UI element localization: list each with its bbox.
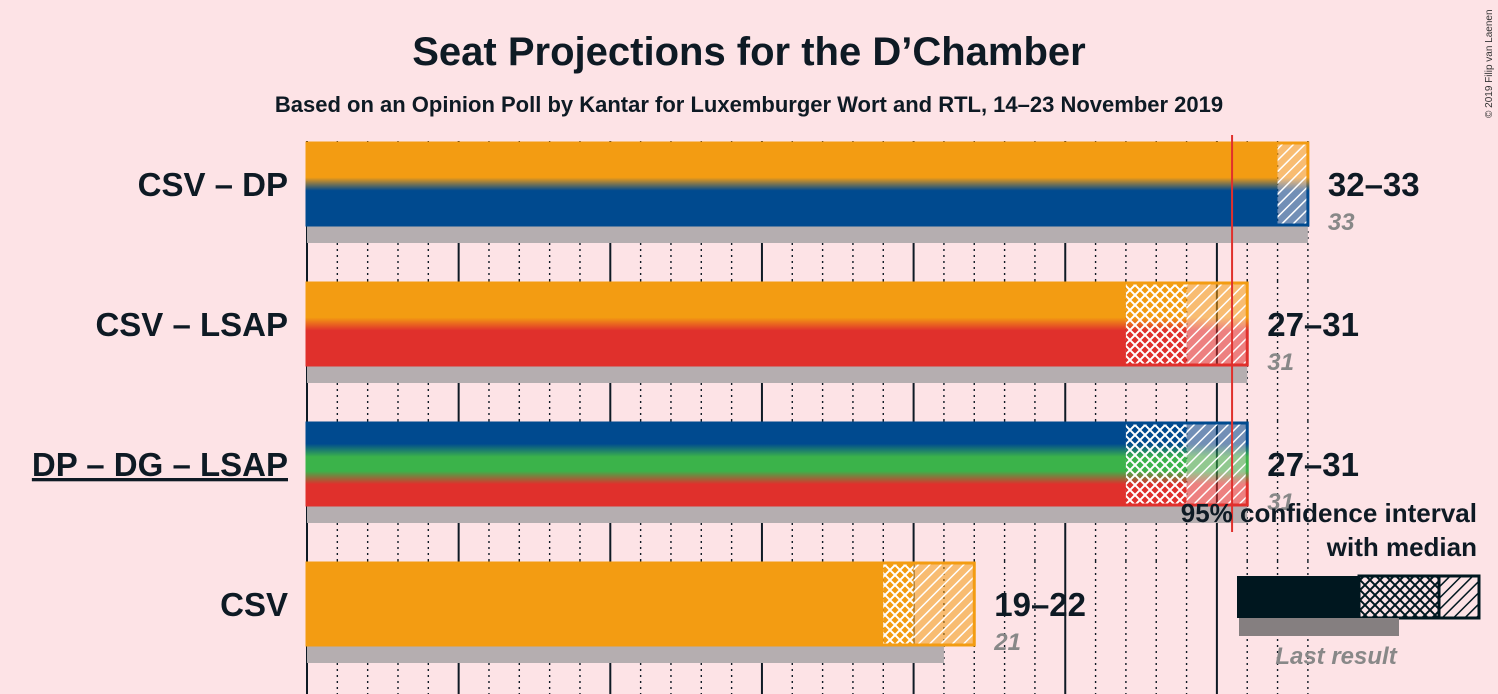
row-label: CSV [220,586,288,623]
ci-lower-hatch [883,563,914,645]
ci-outline [305,421,1249,507]
ci-lower-hatch [1125,283,1187,365]
ci-outline [305,141,1310,227]
row-2: DP – DG – LSAP 27–31 31 [32,421,1359,561]
ci-upper-hatch [1277,143,1308,225]
last-result-label: 21 [993,629,1021,656]
row-label: DP – DG – LSAP [32,446,288,483]
legend-ci-text-line2: with median [1326,532,1477,562]
ci-outline [305,281,1249,367]
row-0: CSV – DP 32–33 33 [138,141,1420,281]
ci-upper-hatch [1186,423,1248,505]
last-result-label: 31 [1267,489,1294,516]
last-result-label: 31 [1267,349,1294,376]
chart-legend: 95% confidence interval with median Last… [1181,498,1481,670]
last-result-bar [307,365,1248,383]
ci-lower-hatch [1125,423,1187,505]
ci-solid-bar [307,143,1278,225]
chart-subtitle: Based on an Opinion Poll by Kantar for L… [275,92,1223,117]
row-3: CSV 19–22 21 [220,561,1309,694]
row-1: CSV – LSAP 27–31 31 [95,281,1359,421]
last-result-bar [307,505,1248,523]
legend-last-result-text: Last result [1275,643,1397,670]
ci-upper-hatch [913,563,975,645]
ci-solid-bar [307,423,1126,505]
legend-solid-swatch [1237,576,1359,618]
legend-last-result-swatch [1239,618,1399,636]
range-label: 19–22 [994,586,1086,623]
row-label: CSV – DP [138,166,288,203]
last-result-bar [307,645,944,663]
ci-outline [305,561,976,647]
legend-ci-text-line1: 95% confidence interval [1181,498,1477,528]
chart-title: Seat Projections for the D’Chamber [412,30,1085,74]
legend-hatch-swatch [1437,574,1481,620]
range-label: 27–31 [1267,306,1359,343]
range-label: 27–31 [1267,446,1359,483]
last-result-bar [307,225,1308,243]
ci-solid-bar [307,563,884,645]
range-label: 32–33 [1328,166,1420,203]
last-result-label: 33 [1328,209,1355,236]
ci-upper-hatch [1186,283,1248,365]
legend-crosshatch-swatch [1357,574,1441,620]
copyright-note: © 2019 Filip van Laenen [1484,9,1495,118]
ci-solid-bar [307,283,1126,365]
row-label: CSV – LSAP [95,306,288,343]
